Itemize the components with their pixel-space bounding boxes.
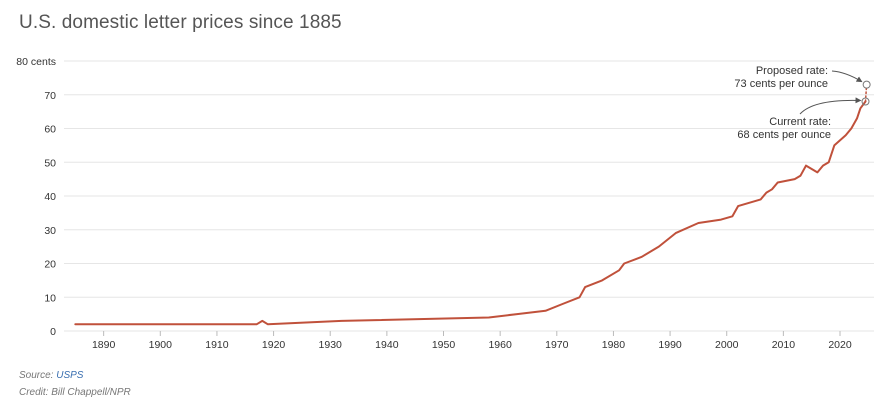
chart-title: U.S. domestic letter prices since 1885 — [19, 12, 342, 33]
y-tick-label: 70 — [44, 90, 56, 102]
credit-note: Credit: Bill Chappell/NPR — [19, 387, 131, 398]
proposed-rate-marker — [862, 80, 871, 89]
y-tick-label: 60 — [44, 124, 56, 136]
price-line — [74, 100, 867, 326]
x-tick-label: 1970 — [545, 339, 569, 351]
source-label: Source: — [19, 370, 54, 381]
y-tick-label: 40 — [44, 191, 56, 203]
proposed-rate-arrow — [831, 70, 863, 83]
x-tick-label: 1920 — [262, 339, 286, 351]
source-link[interactable]: USPS — [56, 370, 84, 381]
x-tick-label: 1940 — [375, 339, 399, 351]
current-rate-arrow — [799, 97, 862, 115]
y-axis-ticks: 0 10 20 30 40 50 60 70 80 cents — [16, 56, 56, 338]
grid-lines — [64, 60, 874, 332]
y-tick-label: 50 — [44, 157, 56, 169]
series-layer — [74, 83, 868, 326]
y-tick-label: 10 — [44, 292, 56, 304]
y-tick-label: 30 — [44, 225, 56, 237]
x-tick-label: 1980 — [602, 339, 626, 351]
x-tick-label: 1930 — [319, 339, 343, 351]
x-tick-label: 1910 — [205, 339, 229, 351]
current-rate-marker — [861, 97, 870, 106]
x-tick-label: 1890 — [92, 339, 116, 351]
x-tick-label: 2020 — [828, 339, 852, 351]
proposed-rate-annotation: Proposed rate: 73 cents per ounce — [734, 65, 828, 90]
current-rate-annotation: Current rate: 68 cents per ounce — [737, 116, 831, 141]
y-tick-label: 80 cents — [16, 56, 56, 68]
y-tick-label: 20 — [44, 259, 56, 271]
x-tick-label: 1900 — [149, 339, 173, 351]
x-tick-label: 2000 — [715, 339, 739, 351]
source-note: Source: USPS — [19, 370, 83, 381]
x-tick-label: 1960 — [488, 339, 512, 351]
x-tick-label: 1950 — [432, 339, 456, 351]
x-axis-ticks: 1890 1900 1910 1920 1930 1940 1950 1960 1970 1980… — [92, 331, 852, 351]
x-tick-label: 2010 — [772, 339, 796, 351]
x-tick-label: 1990 — [658, 339, 682, 351]
y-tick-label: 0 — [50, 326, 56, 338]
annotations: Proposed rate: 73 cents per ounce Current … — [734, 65, 871, 141]
